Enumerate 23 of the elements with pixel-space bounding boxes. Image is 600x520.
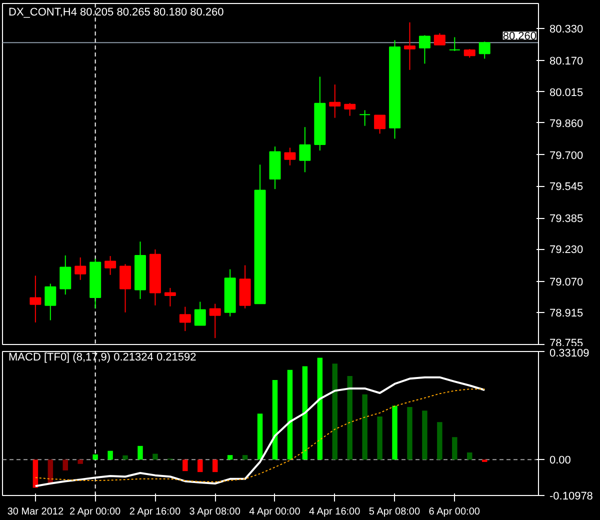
x-tick-label: 3 Apr 08:00 (189, 506, 241, 518)
x-tick-label: 5 Apr 08:00 (368, 506, 421, 518)
y-tick-label: 78.915 (550, 307, 584, 320)
y-tick-label: 80.330 (550, 24, 584, 36)
y-tick-label: 79.700 (550, 150, 584, 162)
chart-title: MACD [TF0] (8,17,9) 0.21324 0.21592 (8, 352, 196, 364)
y-tick-label: 0.33109 (550, 348, 590, 360)
y-tick-label: -0.10978 (550, 490, 593, 502)
y-tick-label: 0.00 (550, 454, 571, 467)
y-tick-label: 80.015 (550, 86, 584, 99)
x-tick-label: 2 Apr 16:00 (129, 506, 181, 518)
x-tick-label: 6 Apr 00:00 (428, 506, 480, 518)
y-tick-label: 79.860 (550, 118, 584, 130)
chart-title: DX_CONT,H4 80.205 80.265 80.180 80.260 (8, 6, 224, 18)
y-tick-label: 80.170 (550, 56, 584, 68)
y-tick-label: 79.230 (550, 244, 584, 256)
x-tick-label: 4 Apr 16:00 (309, 506, 361, 518)
x-tick-label: 4 Apr 00:00 (249, 506, 301, 518)
y-tick-label: 79.385 (550, 213, 584, 226)
y-tick-label: 79.070 (550, 276, 584, 288)
y-tick-label: 79.545 (550, 181, 584, 194)
x-tick-label: 2 Apr 00:00 (69, 506, 122, 518)
x-tick-label: 30 Mar 2012 (7, 506, 64, 518)
